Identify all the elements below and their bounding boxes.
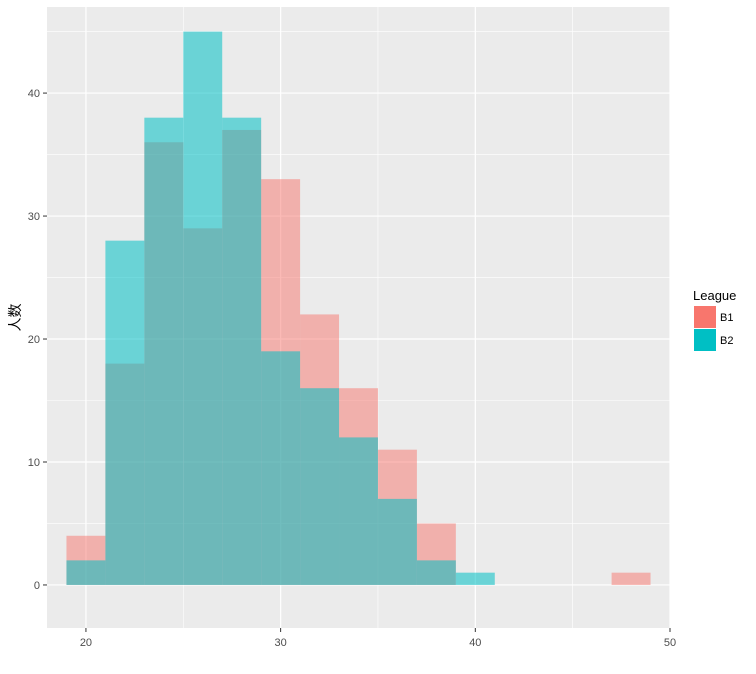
y-tick-label: 10	[28, 457, 40, 469]
bar-b2	[261, 351, 301, 585]
bar-b2	[222, 117, 262, 585]
legend-key-b2	[694, 329, 716, 351]
x-tick-label: 40	[469, 637, 481, 649]
bar-b2	[377, 498, 417, 585]
histogram-bars	[66, 31, 651, 585]
bar-b1	[611, 572, 651, 585]
y-tick-label: 40	[28, 88, 40, 100]
bar-b2	[300, 388, 340, 585]
x-tick-label: 20	[80, 637, 92, 649]
bar-b2	[416, 560, 456, 585]
x-tick-label: 30	[275, 637, 287, 649]
series-b2	[66, 31, 495, 585]
x-axis: 20 30 40 50	[80, 628, 676, 649]
y-axis-title: 人数	[8, 304, 24, 332]
bar-b2	[66, 560, 106, 585]
legend: League B1 B2	[693, 288, 736, 351]
x-tick-label: 50	[664, 637, 676, 649]
bar-b2	[144, 117, 184, 585]
y-tick-label: 0	[34, 580, 40, 592]
bar-b2	[455, 572, 495, 585]
y-tick-label: 20	[28, 334, 40, 346]
legend-label-b1: B1	[720, 312, 733, 324]
legend-key-b1	[694, 306, 716, 328]
legend-label-b2: B2	[720, 335, 733, 347]
bar-b2	[183, 31, 223, 585]
y-axis: 0 10 20 30 40	[28, 88, 47, 592]
y-tick-label: 30	[28, 211, 40, 223]
bar-b2	[105, 240, 145, 585]
bar-b2	[339, 437, 378, 585]
legend-title: League	[693, 288, 736, 303]
